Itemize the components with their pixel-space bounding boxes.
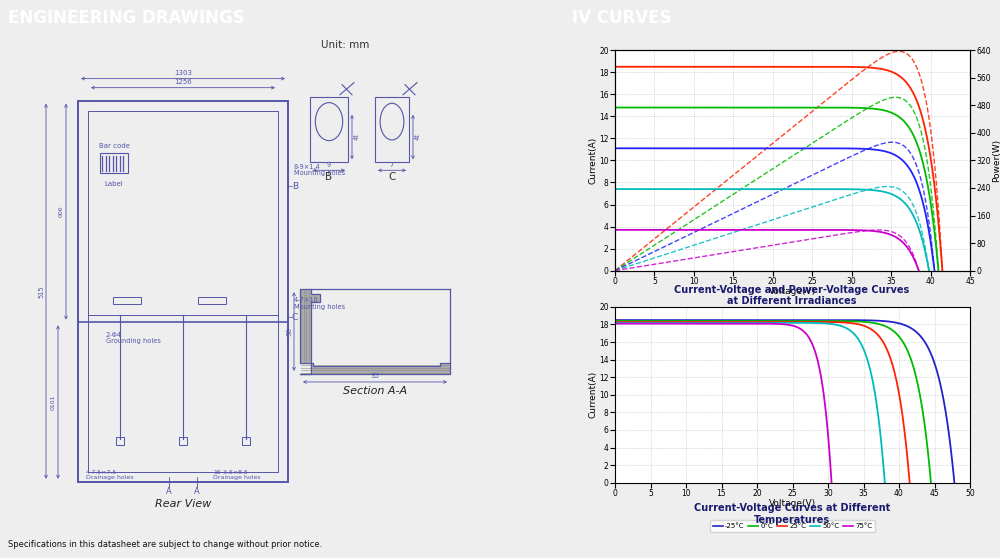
Text: 006: 006 — [59, 206, 64, 218]
X-axis label: Voltage(V): Voltage(V) — [769, 287, 816, 296]
Text: 1303: 1303 — [174, 70, 192, 76]
Bar — [116, 437, 124, 445]
Text: 7: 7 — [390, 162, 394, 168]
Text: A: A — [194, 487, 200, 496]
Text: Mounting holes: Mounting holes — [294, 170, 345, 176]
Y-axis label: Current(A): Current(A) — [589, 137, 598, 184]
Text: 515: 515 — [38, 285, 44, 297]
Text: Drainage holes: Drainage holes — [213, 475, 261, 480]
Text: Rear View: Rear View — [155, 499, 211, 509]
Bar — [78, 101, 288, 482]
Text: 4t: 4t — [354, 133, 360, 141]
Text: Grounding holes: Grounding holes — [106, 338, 161, 344]
Text: 35: 35 — [371, 373, 379, 379]
Text: Drainage holes: Drainage holes — [86, 475, 134, 480]
Text: Unit: mm: Unit: mm — [321, 40, 369, 50]
Bar — [242, 437, 250, 445]
Text: ENGINEERING DRAWINGS: ENGINEERING DRAWINGS — [8, 9, 245, 27]
Text: B: B — [325, 172, 333, 182]
Bar — [179, 437, 187, 445]
Bar — [375, 97, 409, 162]
Legend: 1000W/m², 800W/m², 600W/m², 400W/m², 200W/m²: 1000W/m², 800W/m², 600W/m², 400W/m², 200… — [668, 312, 917, 324]
Text: Mounting holes: Mounting holes — [294, 304, 345, 310]
Y-axis label: Power(W): Power(W) — [992, 139, 1000, 182]
Text: IV CURVES: IV CURVES — [572, 9, 671, 27]
Text: A: A — [166, 487, 172, 496]
X-axis label: Voltage(V): Voltage(V) — [769, 499, 816, 508]
Polygon shape — [300, 363, 450, 374]
Text: 9: 9 — [327, 162, 331, 168]
Text: 1256: 1256 — [174, 79, 192, 85]
Text: Label: Label — [105, 181, 123, 187]
Legend: -25°C, 0°C, 25°C, 50°C, 75°C: -25°C, 0°C, 25°C, 50°C, 75°C — [710, 521, 875, 532]
Bar — [100, 153, 128, 174]
Text: 8-9×1.4: 8-9×1.4 — [294, 164, 321, 170]
Y-axis label: Current(A): Current(A) — [589, 371, 598, 418]
Text: 4-7×10: 4-7×10 — [294, 297, 319, 304]
Text: C: C — [388, 172, 396, 182]
Bar — [113, 297, 141, 304]
Bar — [88, 111, 278, 472]
Bar — [198, 297, 226, 304]
Text: 4-7.5×7.5: 4-7.5×7.5 — [86, 470, 117, 475]
Text: B: B — [292, 182, 298, 191]
Text: Section A-A: Section A-A — [343, 386, 407, 396]
Text: Specifications in this datasheet are subject to change without prior notice.: Specifications in this datasheet are sub… — [8, 540, 322, 549]
Text: 30: 30 — [286, 327, 292, 336]
Text: Bar code: Bar code — [99, 143, 129, 149]
Polygon shape — [300, 289, 320, 363]
Text: 16-3.5×8.5: 16-3.5×8.5 — [213, 470, 248, 475]
Text: 4t: 4t — [415, 133, 421, 141]
Text: 2-Φ4: 2-Φ4 — [106, 331, 122, 338]
Text: Current-Voltage and Power-Voltage Curves
at Different Irradiances: Current-Voltage and Power-Voltage Curves… — [674, 285, 910, 306]
Text: Current-Voltage Curves at Different
Temperatures: Current-Voltage Curves at Different Temp… — [694, 503, 890, 525]
Text: C: C — [292, 313, 298, 322]
Bar — [310, 97, 348, 162]
Text: 0101: 0101 — [51, 395, 56, 410]
